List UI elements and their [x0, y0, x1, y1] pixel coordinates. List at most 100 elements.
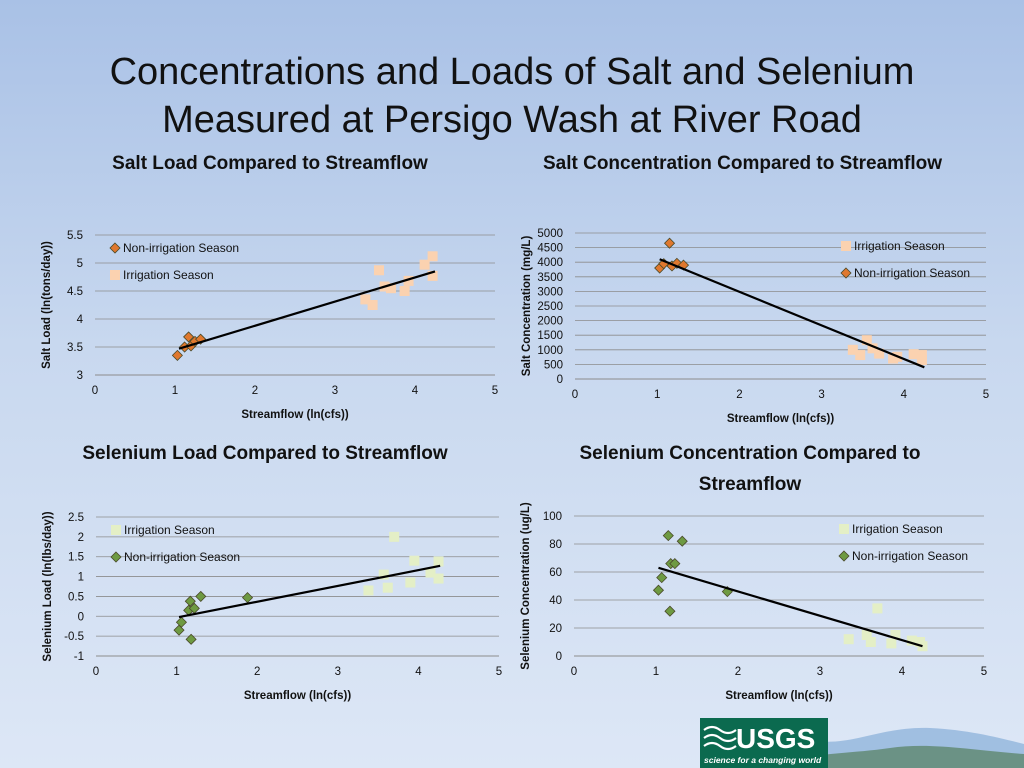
selenium-load-chart-title: Selenium Load Compared to Streamflow: [82, 443, 448, 464]
salt-load-ytick-label: 5.5: [67, 230, 83, 242]
selenium-load-xtick-label: 5: [496, 666, 502, 678]
selenium-load-legend-marker: [110, 551, 122, 563]
salt-load-legend-label: Non-irrigation Season: [123, 241, 239, 255]
salt-load-trendline: [178, 270, 436, 350]
selenium-conc-xtick-label: 1: [653, 666, 659, 678]
salt-conc-legend-marker: [841, 241, 851, 251]
salt-conc-ytick-label: 4500: [537, 243, 563, 255]
salt-load-point-series-1: [403, 275, 414, 286]
selenium-conc-point-series-0: [843, 634, 854, 645]
selenium-conc-ytick-label: 80: [549, 539, 562, 551]
selenium-load-xtick-label: 3: [335, 666, 341, 678]
selenium-load-xtick-label: 1: [173, 666, 179, 678]
selenium-conc-ytick-label: 40: [549, 595, 562, 607]
salt-conc-legend-label: Non-irrigation Season: [854, 266, 970, 280]
salt-conc-xtick-label: 0: [572, 389, 578, 401]
selenium-load-legend-label: Irrigation Season: [124, 523, 215, 537]
selenium-load-point-series-0: [378, 569, 389, 580]
salt-load-ytick-label: 4.5: [67, 286, 83, 298]
salt-load-point-series-1: [427, 270, 438, 281]
selenium-load-ytick-label: 0: [78, 611, 84, 623]
selenium-conc-chart-title: Selenium Concentration Compared to Strea…: [579, 443, 921, 495]
salt-conc-legend-label: Irrigation Season: [854, 239, 945, 253]
selenium-conc-point-series-1: [676, 535, 688, 547]
salt-load-legend-marker: [110, 270, 120, 280]
selenium-load-x-axis-label: Streamflow (ln(cfs)): [244, 690, 352, 702]
salt-conc-x-axis-label: Streamflow (ln(cfs)): [727, 413, 835, 425]
salt-load-ytick-label: 5: [77, 258, 83, 270]
selenium-load-point-series-1: [175, 616, 188, 628]
selenium-load-ytick-label: 1.5: [68, 552, 84, 564]
salt-conc-ytick-label: 3000: [537, 286, 563, 298]
selenium-load-point-series-0: [405, 577, 416, 588]
salt-conc-point-series-1: [663, 237, 676, 249]
selenium-load-point-series-0: [425, 567, 436, 578]
selenium-conc-legend-label: Non-irrigation Season: [852, 549, 968, 563]
salt-conc-y-axis-label: Salt Concentration (mg/L): [521, 236, 533, 377]
salt-conc-ytick-label: 5000: [537, 228, 563, 240]
salt-load-x-axis-label: Streamflow (ln(cfs)): [241, 409, 349, 421]
selenium-conc-point-series-1: [664, 605, 676, 617]
salt-conc-chart-title: Salt Concentration Compared to Streamflo…: [542, 153, 943, 174]
selenium-conc-ytick-label: 20: [549, 623, 562, 635]
salt-load-xtick-label: 5: [492, 385, 498, 397]
salt-load-xtick-label: 2: [252, 385, 258, 397]
selenium-conc-y-axis-label: Selenium Concentration (ug/L): [520, 502, 532, 670]
salt-load-chart-title: Salt Load Compared to Streamflow: [112, 153, 428, 174]
selenium-load-trendline: [178, 564, 441, 619]
selenium-conc-xtick-label: 4: [899, 666, 906, 678]
salt-conc-ytick-label: 4000: [537, 257, 563, 269]
selenium-conc-point-series-0: [886, 638, 897, 649]
salt-conc-point-series-0: [847, 344, 858, 355]
salt-conc-point-series-0: [855, 350, 866, 361]
selenium-conc-legend-marker: [838, 550, 850, 562]
selenium-conc-x-axis-label: Streamflow (ln(cfs)): [725, 690, 833, 702]
salt-load-point-series-1: [399, 286, 410, 296]
salt-conc-point-series-0: [916, 355, 927, 366]
selenium-load-point-series-0: [389, 531, 400, 542]
salt-conc-point-series-0: [867, 343, 878, 354]
salt-conc-xtick-label: 2: [736, 389, 742, 401]
salt-conc-point-series-0: [861, 335, 872, 346]
selenium-conc-point-series-0: [906, 635, 917, 646]
selenium-load-ytick-label: -0.5: [64, 631, 84, 643]
page-title: Concentrations and Loads of Salt and Sel…: [109, 51, 915, 141]
selenium-conc-point-series-0: [890, 630, 901, 640]
selenium-load-point-series-0: [433, 573, 444, 584]
salt-load-ytick-label: 3.5: [67, 342, 83, 354]
salt-conc-ytick-label: 0: [557, 374, 563, 386]
salt-load-point-series-1: [386, 283, 396, 294]
salt-load-ytick-label: 4: [77, 314, 84, 326]
salt-load-point-series-0: [171, 349, 183, 361]
selenium-load-ytick-label: 2: [78, 532, 84, 544]
selenium-conc-point-series-1: [652, 584, 665, 596]
selenium-conc-ytick-label: 60: [549, 567, 562, 579]
selenium-conc-point-series-0: [865, 637, 876, 647]
salt-load-point-series-1: [427, 251, 438, 262]
selenium-conc-ytick-label: 100: [543, 511, 562, 523]
selenium-load-ytick-label: 0.5: [68, 591, 84, 603]
salt-load-point-series-1: [374, 265, 384, 276]
salt-load-legend-label: Irrigation Season: [123, 268, 214, 282]
salt-conc-xtick-label: 1: [654, 389, 660, 401]
salt-conc-ytick-label: 3500: [537, 272, 563, 284]
salt-conc-ytick-label: 500: [544, 359, 563, 371]
selenium-conc-point-series-1: [662, 530, 674, 542]
selenium-conc-xtick-label: 3: [817, 666, 823, 678]
selenium-load-xtick-label: 0: [93, 666, 99, 678]
selenium-conc-xtick-label: 0: [571, 666, 577, 678]
selenium-load-point-series-0: [409, 555, 420, 566]
usgs-logo-wordmark: USGS: [736, 723, 815, 754]
salt-load-point-series-1: [419, 259, 430, 270]
usgs-logo-tagline: science for a changing world: [704, 755, 822, 765]
selenium-conc-legend-marker: [839, 524, 849, 534]
salt-load-xtick-label: 3: [332, 385, 338, 397]
salt-conc-ytick-label: 2500: [537, 301, 563, 313]
salt-conc-xtick-label: 4: [901, 389, 908, 401]
salt-conc-ytick-label: 1000: [537, 345, 563, 357]
selenium-load-point-series-0: [382, 582, 393, 593]
